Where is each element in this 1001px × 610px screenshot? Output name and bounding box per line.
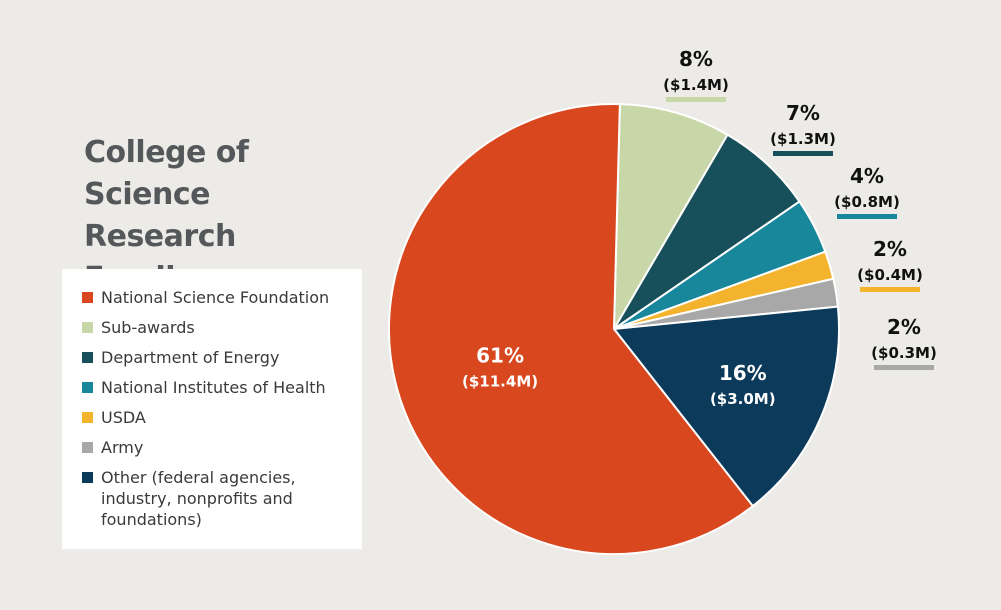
slice-percent-label: 61% xyxy=(476,344,524,368)
label-underline xyxy=(837,214,897,219)
legend-item: Sub-awards xyxy=(82,317,362,338)
slice-amount-label: ($3.0M) xyxy=(710,390,776,408)
slice-amount-label: ($11.4M) xyxy=(462,373,538,391)
slice-percent-label: 7% xyxy=(786,101,820,125)
legend-swatch xyxy=(82,292,93,303)
legend-swatch xyxy=(82,322,93,333)
label-underline xyxy=(773,151,833,156)
legend-label: National Science Foundation xyxy=(101,288,330,307)
legend-swatch xyxy=(82,442,93,453)
legend-swatch xyxy=(82,412,93,423)
label-underline xyxy=(874,365,934,370)
slice-amount-label: ($0.3M) xyxy=(871,344,937,362)
pie-slice xyxy=(388,103,755,555)
slice-percent-label: 2% xyxy=(887,315,921,339)
legend-swatch xyxy=(82,382,93,393)
legend-item: National Science Foundation xyxy=(82,287,362,308)
pie-slice xyxy=(613,103,729,330)
label-underline xyxy=(860,287,920,292)
legend-item: Department of Energy xyxy=(82,347,362,368)
legend-item: Other (federal agencies, industry, nonpr… xyxy=(82,467,362,530)
label-underline xyxy=(666,97,726,102)
slice-amount-label: ($0.8M) xyxy=(834,193,900,211)
slice-amount-label: ($1.4M) xyxy=(663,76,729,94)
slice-percent-label: 4% xyxy=(850,164,884,188)
slice-percent-label: 2% xyxy=(873,237,907,261)
legend-label: Army xyxy=(101,438,144,457)
legend-label: Other (federal agencies, industry, nonpr… xyxy=(101,468,296,529)
slice-percent-label: 8% xyxy=(679,47,713,71)
legend-item: National Institutes of Health xyxy=(82,377,362,398)
legend-label: National Institutes of Health xyxy=(101,378,326,397)
pie-slice xyxy=(612,305,840,508)
legend-item: USDA xyxy=(82,407,362,428)
legend-label: Department of Energy xyxy=(101,348,280,367)
slice-amount-label: ($1.3M) xyxy=(770,130,836,148)
slice-amount-label: ($0.4M) xyxy=(857,266,923,284)
legend: National Science Foundation Sub-awards D… xyxy=(62,269,362,549)
legend-item: Army xyxy=(82,437,362,458)
legend-swatch xyxy=(82,352,93,363)
legend-label: Sub-awards xyxy=(101,318,195,337)
slice-percent-label: 16% xyxy=(719,361,767,385)
legend-swatch xyxy=(82,472,93,483)
legend-label: USDA xyxy=(101,408,146,427)
